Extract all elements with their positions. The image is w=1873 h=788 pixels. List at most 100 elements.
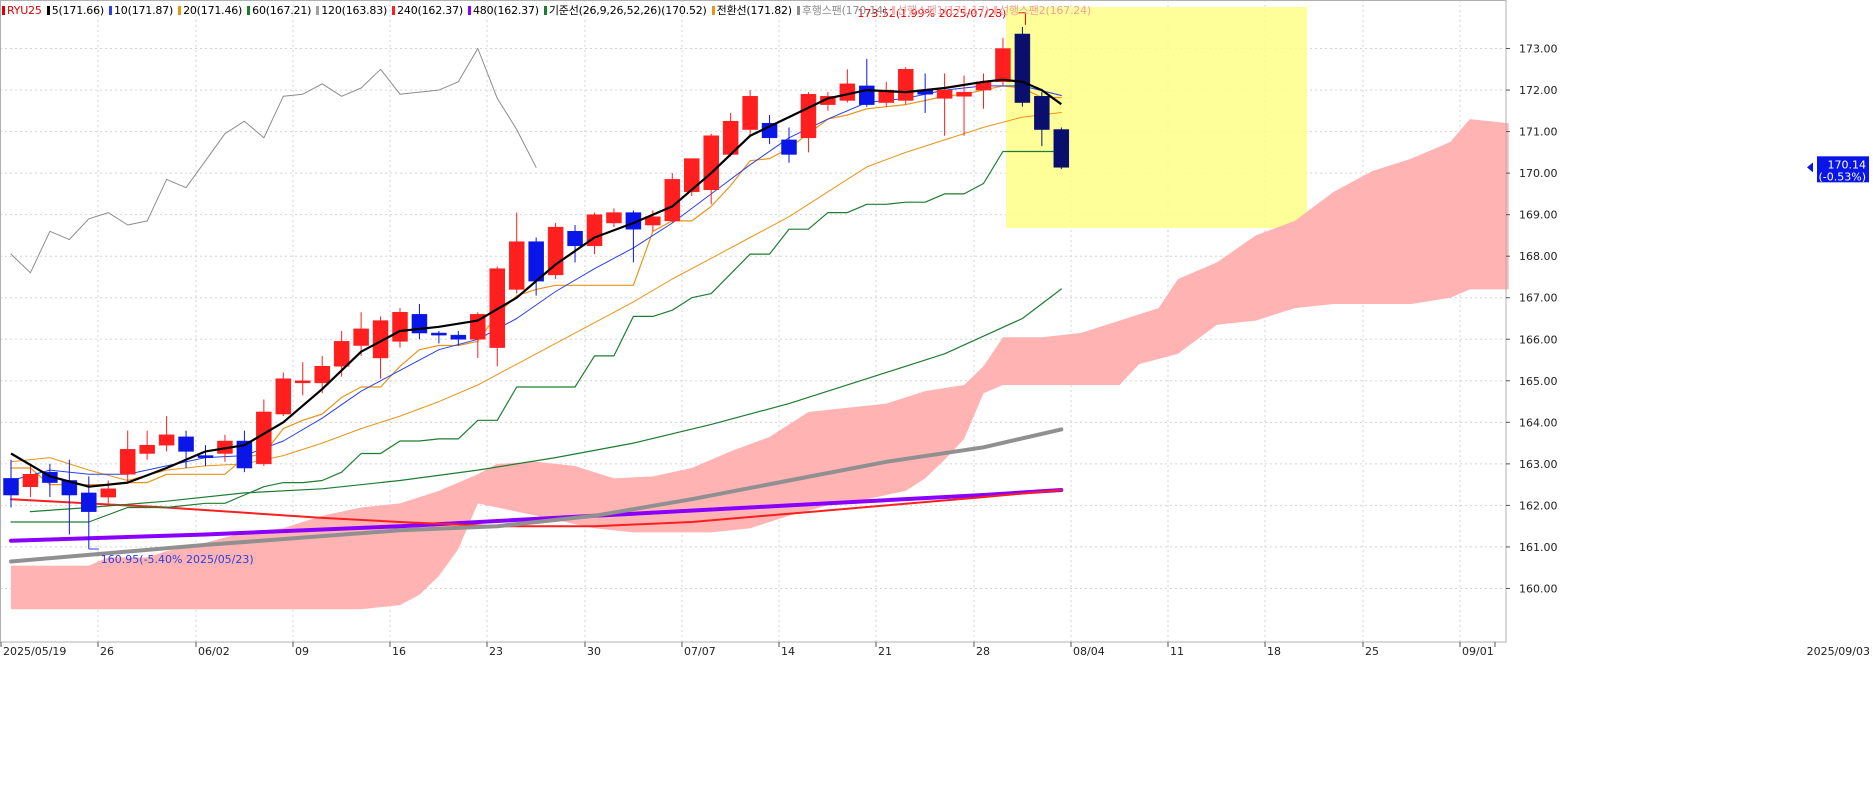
candle xyxy=(1034,92,1050,147)
legend-item: 선행스팬1(171.17) xyxy=(892,4,989,17)
legend-item: 전환선(171.82) xyxy=(711,4,792,17)
candle xyxy=(22,463,39,498)
x-tick-label: 21 xyxy=(878,645,892,658)
candle xyxy=(42,463,58,498)
y-tick-label: 167.00 xyxy=(1519,292,1558,305)
legend-swatch xyxy=(178,6,182,15)
legend-label: 240(162.37) xyxy=(397,4,463,17)
candle xyxy=(508,212,525,294)
candle-body xyxy=(936,89,953,99)
candle xyxy=(820,92,836,111)
candle xyxy=(878,81,894,107)
legend-label: 20(171.46) xyxy=(183,4,243,17)
candle-body xyxy=(1053,129,1070,168)
candle-body xyxy=(664,179,681,222)
candle xyxy=(139,430,155,460)
candle xyxy=(761,114,778,145)
legend-item: 후행스팬(170.14) xyxy=(796,4,888,17)
legend-item: 5(171.66) xyxy=(46,4,104,17)
candle xyxy=(859,58,875,107)
candle xyxy=(275,372,292,417)
x-tick-label: 2025/09/03 xyxy=(1807,645,1870,658)
candle-body xyxy=(995,48,1011,83)
candle-body xyxy=(684,158,700,193)
y-tick-label: 163.00 xyxy=(1519,458,1558,471)
y-tick-label: 173.00 xyxy=(1519,43,1558,56)
legend-label: 120(163.83) xyxy=(321,4,388,17)
candle-body xyxy=(139,444,155,454)
x-tick-label: 18 xyxy=(1267,645,1281,658)
legend-label: 전환선(171.82) xyxy=(716,4,792,17)
candle xyxy=(781,127,797,163)
legend-swatch xyxy=(316,6,320,15)
candle xyxy=(372,316,389,379)
y-tick-label: 170.00 xyxy=(1519,167,1558,180)
legend-label: RYU25 xyxy=(7,4,42,17)
y-tick-label: 172.00 xyxy=(1519,84,1558,97)
x-tick-label: 11 xyxy=(1170,645,1184,658)
candle xyxy=(81,476,97,550)
candle-body xyxy=(275,378,292,415)
candle-body xyxy=(236,440,253,469)
legend-swatch xyxy=(392,6,396,15)
high-marker xyxy=(1018,12,1026,25)
candle xyxy=(450,330,467,346)
x-tick-label: 25 xyxy=(1365,645,1379,658)
legend-item: 10(171.87) xyxy=(109,4,173,17)
candle-body xyxy=(820,96,836,105)
candle-body xyxy=(800,93,817,139)
candle xyxy=(3,459,19,508)
legend-swatch xyxy=(892,6,896,15)
candle xyxy=(314,355,330,394)
candle xyxy=(392,308,408,348)
y-tick-label: 161.00 xyxy=(1519,541,1558,554)
current-change-label: (-0.53%) xyxy=(1819,170,1867,183)
candle xyxy=(567,225,583,263)
candle xyxy=(178,430,194,469)
kijun-line xyxy=(10,150,1062,523)
plot-border xyxy=(0,0,1507,643)
candle xyxy=(586,212,603,255)
legend-label: 선행스팬1(171.17) xyxy=(897,4,989,17)
candle xyxy=(995,38,1011,86)
y-tick-label: 164.00 xyxy=(1519,416,1558,429)
candle-body xyxy=(742,96,758,130)
candle xyxy=(547,222,564,280)
candle xyxy=(489,266,505,367)
candle-body xyxy=(645,216,661,226)
x-tick-label: 09 xyxy=(295,645,309,658)
x-tick-label: 14 xyxy=(781,645,795,658)
legend-swatch xyxy=(46,6,50,15)
candle xyxy=(722,112,739,157)
candle xyxy=(197,445,214,466)
candle xyxy=(119,430,136,483)
legend-swatch xyxy=(467,6,471,15)
candle-body xyxy=(197,455,214,458)
candle xyxy=(236,430,253,473)
candle-body xyxy=(353,328,369,346)
candle xyxy=(625,210,642,263)
legend-swatch xyxy=(247,6,251,15)
candle xyxy=(606,208,622,228)
candle-body xyxy=(703,135,719,190)
candle-body xyxy=(178,436,194,452)
candle-body xyxy=(81,492,97,512)
legend-item: 240(162.37) xyxy=(392,4,463,17)
ichimoku-cloud xyxy=(11,119,1509,610)
candle xyxy=(431,330,447,344)
candle xyxy=(1053,127,1070,169)
x-tick-label: 28 xyxy=(976,645,990,658)
legend-label: 후행스팬(170.14) xyxy=(801,4,888,17)
candle xyxy=(158,416,175,452)
ma120-line xyxy=(9,427,1064,564)
x-tick-label: 2025/05/19 xyxy=(3,645,66,658)
ma240-line xyxy=(10,489,1063,528)
candle-body xyxy=(956,91,972,97)
candle xyxy=(295,362,311,396)
y-tick-label: 162.00 xyxy=(1519,499,1558,512)
candle-body xyxy=(1014,33,1031,103)
candle-body xyxy=(392,312,408,342)
candles xyxy=(3,26,1070,550)
